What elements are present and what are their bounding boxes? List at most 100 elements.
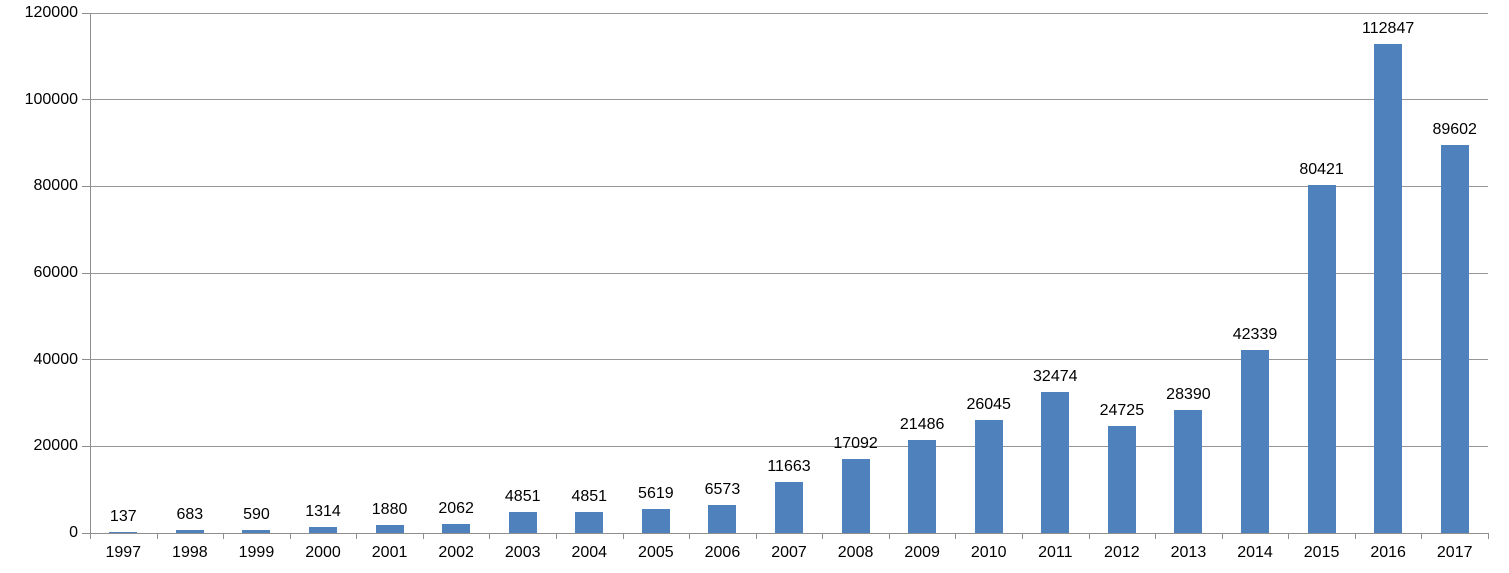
x-axis-line — [90, 532, 1488, 534]
y-axis-label: 40000 — [33, 350, 79, 368]
bar — [242, 530, 271, 533]
bar-value-label: 2062 — [438, 500, 474, 518]
x-axis-tick — [156, 533, 158, 539]
gridline — [90, 99, 1488, 101]
y-axis-label: 80000 — [33, 177, 79, 195]
x-axis-tick — [1354, 533, 1356, 539]
y-axis-label: 60000 — [33, 264, 79, 281]
bar — [442, 524, 471, 533]
bar-value-label: 590 — [243, 506, 270, 524]
bar — [841, 458, 870, 533]
bar-value-label: 112847 — [1362, 19, 1415, 37]
bar — [974, 420, 1003, 533]
gridline — [90, 185, 1488, 187]
bar — [1107, 425, 1136, 533]
bar — [1307, 184, 1336, 533]
x-axis-label: 2009 — [904, 544, 940, 561]
x-axis-label: 2002 — [438, 544, 474, 561]
y-axis-tick — [82, 532, 90, 534]
bar-value-label: 4851 — [571, 487, 608, 505]
bar-value-label: 1314 — [305, 503, 341, 521]
x-axis-label: 2014 — [1237, 544, 1273, 561]
x-axis-label: 2001 — [371, 544, 408, 561]
x-axis-label: 2005 — [638, 544, 674, 561]
bar — [309, 527, 337, 533]
y-axis-label: 100000 — [24, 90, 78, 108]
bar — [1041, 392, 1070, 533]
x-axis-label: 2000 — [305, 544, 341, 561]
bar-value-label: 1880 — [371, 500, 408, 518]
y-axis-label: 0 — [69, 524, 78, 541]
bar-value-label: 32474 — [1033, 368, 1078, 386]
x-axis-label: 1999 — [238, 544, 275, 561]
bar-value-label: 683 — [176, 506, 204, 524]
bar-value-label: 28390 — [1166, 385, 1211, 403]
bar — [508, 511, 537, 533]
bar — [109, 531, 138, 533]
bar-value-label: 80421 — [1299, 160, 1344, 178]
x-axis-label: 2016 — [1370, 544, 1406, 561]
bar-value-label: 24725 — [1099, 401, 1145, 419]
x-axis-tick — [955, 533, 957, 539]
x-axis-label: 2007 — [771, 544, 807, 561]
x-axis-label: 1998 — [172, 544, 208, 561]
bar — [1174, 409, 1203, 533]
x-axis-tick — [223, 533, 225, 539]
x-axis-tick — [556, 533, 557, 539]
x-axis-label: 2017 — [1436, 544, 1473, 561]
x-axis-label: 2003 — [504, 544, 541, 561]
x-axis-tick — [1421, 533, 1423, 539]
gridline — [90, 272, 1488, 274]
y-axis-tick — [82, 99, 90, 101]
bar — [775, 482, 803, 533]
bar — [1241, 349, 1269, 533]
bar-value-label: 4851 — [504, 487, 541, 505]
bar — [175, 530, 204, 533]
x-axis-label: 2012 — [1104, 544, 1140, 561]
x-axis-label: 2013 — [1170, 544, 1207, 561]
bar-value-label: 5619 — [638, 484, 674, 502]
x-axis-label: 2015 — [1303, 544, 1340, 561]
bar — [708, 504, 737, 533]
x-axis-tick — [1288, 533, 1290, 539]
bar-value-label: 6573 — [704, 480, 741, 498]
bar-value-label: 137 — [109, 507, 137, 525]
bar — [1374, 43, 1403, 533]
x-axis-tick — [755, 533, 757, 539]
gridline — [90, 12, 1488, 14]
x-axis-tick — [822, 533, 824, 539]
x-axis-label: 2004 — [571, 544, 608, 561]
x-axis-tick — [1022, 533, 1023, 539]
x-axis-tick — [1221, 533, 1223, 539]
x-axis-tick — [422, 533, 424, 539]
x-axis-tick — [489, 533, 491, 539]
bar — [375, 524, 404, 533]
x-axis-label: 2010 — [970, 544, 1007, 561]
bar-value-label: 21486 — [899, 415, 945, 433]
gridline — [90, 359, 1488, 361]
x-axis-tick — [888, 533, 890, 539]
bar — [575, 511, 604, 533]
bar-value-label: 26045 — [966, 396, 1011, 414]
x-axis-tick — [689, 533, 691, 539]
x-axis-tick — [90, 533, 91, 539]
y-axis-tick — [82, 272, 90, 274]
x-axis-tick — [1088, 533, 1090, 539]
x-axis-tick — [289, 533, 291, 539]
y-axis-line — [90, 13, 91, 533]
gridline — [90, 445, 1488, 447]
x-axis-label: 1997 — [105, 544, 142, 561]
y-axis-label: 20000 — [33, 437, 79, 455]
bar-value-label: 11663 — [767, 458, 811, 476]
x-axis-label: 2006 — [704, 544, 741, 561]
x-axis-tick — [1488, 533, 1489, 539]
x-axis-label: 2008 — [837, 544, 874, 561]
y-axis-label: 120000 — [24, 4, 78, 21]
y-axis-tick — [82, 359, 90, 361]
bar-value-label: 89602 — [1432, 120, 1477, 138]
bar-value-label: 42339 — [1232, 325, 1278, 343]
x-axis-tick — [356, 533, 358, 539]
y-axis-tick — [82, 12, 90, 14]
y-axis-tick — [82, 445, 90, 447]
